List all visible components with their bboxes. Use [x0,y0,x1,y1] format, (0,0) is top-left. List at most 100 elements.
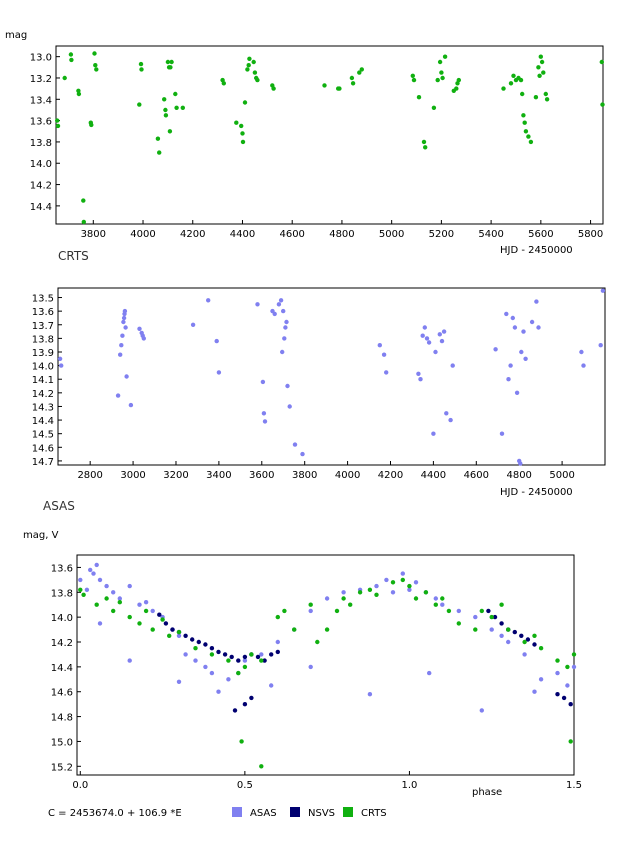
data-point [180,105,185,111]
data-point [359,67,364,72]
y-tick-label: 14.3 [32,402,54,413]
data-point [407,583,412,589]
data-point [169,59,174,65]
data-point [410,73,415,79]
data-point [157,612,162,617]
data-point [137,102,142,107]
data-point [390,580,396,585]
crts-series-crts [55,51,605,225]
data-point [523,356,528,361]
data-point [427,670,432,676]
data-point [155,136,161,141]
data-point [322,83,327,88]
legend-label: NSVS [308,808,335,819]
asas-x-axis-label: HJD - 2450000 [500,487,573,498]
data-point [78,587,83,592]
data-point [504,311,509,317]
data-point [216,689,221,694]
data-point [532,633,537,638]
data-point [440,75,445,81]
data-point [492,614,498,620]
x-tick-label: 3400 [206,470,231,481]
data-point [251,59,256,65]
data-point [281,308,286,314]
data-point [506,627,511,632]
data-point [242,100,248,105]
data-point [555,692,560,697]
data-point [137,602,142,607]
data-point [81,198,86,203]
data-point [418,377,423,382]
data-point [384,577,389,583]
data-point [78,577,83,583]
x-tick-label: 1.0 [401,780,417,791]
y-tick-label: 14.5 [32,430,54,441]
data-point [239,123,244,129]
data-point [84,587,90,592]
data-point [278,298,284,303]
y-tick-label: 14.7 [32,457,54,468]
data-point [269,652,274,657]
data-point [532,642,537,647]
phase-series-asas [78,562,577,713]
data-point [234,120,239,125]
data-point [222,652,228,657]
data-point [176,629,182,635]
data-point [255,77,260,83]
data-point [262,419,268,424]
data-point [271,86,276,91]
data-point [245,67,250,72]
data-point [94,602,99,607]
y-tick-label: 14.0 [32,362,54,373]
data-point [525,637,531,642]
data-point [499,602,504,607]
data-point [598,343,603,348]
data-point [599,59,604,65]
data-point [111,608,116,614]
data-point [247,56,252,61]
data-point [292,627,297,632]
legend-swatch [290,807,300,817]
data-point [600,102,605,107]
x-tick-label: 0.0 [72,780,88,791]
data-point [252,70,258,75]
data-point [400,571,405,576]
data-point [242,702,248,707]
data-point [506,377,511,382]
data-point [55,118,60,123]
y-tick-label: 15.2 [51,762,73,773]
data-point [190,637,195,642]
legend: ASAS NSVS CRTS [232,807,387,819]
crts-panel: 13.0 13.2 13.4 13.6 13.8 14.0 14.2 14.4 3800 4000… [5,30,605,263]
data-point [579,349,584,355]
data-point [341,596,346,601]
data-point [473,627,478,632]
data-point [137,621,142,626]
x-tick-label: 3800 [81,229,106,240]
y-tick-label: 14.6 [32,443,54,454]
data-point [157,150,162,155]
data-point [163,113,169,118]
data-point [242,664,248,670]
data-point [163,107,168,113]
data-point [367,692,373,697]
data-point [441,329,447,334]
data-point [390,590,396,595]
data-point [456,608,461,614]
data-point [55,123,61,129]
data-point [400,577,405,583]
data-point [520,91,525,97]
data-point [420,333,425,338]
y-tick-label: 14.1 [32,375,54,386]
data-point [94,562,99,568]
data-point [537,73,542,79]
data-point [59,363,64,368]
data-point [439,70,444,75]
data-point [526,134,531,139]
x-tick-label: 4800 [329,229,354,240]
y-tick-label: 13.2 [30,74,52,85]
x-tick-label: 4000 [335,470,360,481]
data-point [246,62,251,68]
y-tick-label: 14.6 [51,688,73,699]
data-point [261,411,267,416]
